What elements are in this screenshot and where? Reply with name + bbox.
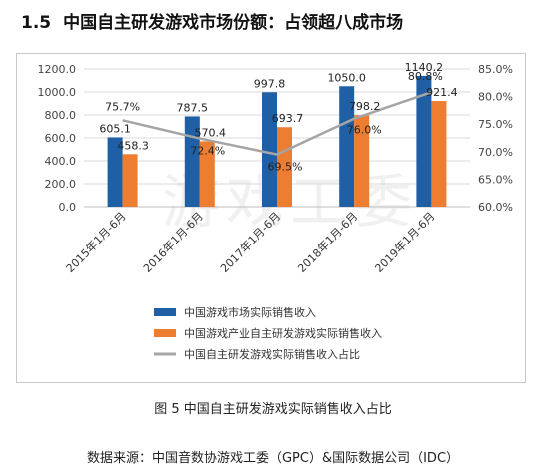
bar-total-value-label: 605.1: [99, 122, 131, 135]
legend-swatch: [154, 308, 176, 316]
bars: [107, 75, 447, 207]
bar-domestic-revenue: [199, 141, 215, 207]
y-left-tick-label: 400.0: [45, 155, 77, 168]
legend-label: 中国游戏产业自主研发游戏实际销售收入: [184, 326, 382, 340]
section-title: 中国自主研发游戏市场份额：占领超八成市场: [63, 13, 404, 33]
y-right-tick-label: 65.0%: [478, 173, 513, 186]
bar-domestic-value-label: 570.4: [195, 126, 227, 139]
ratio-value-label: 72.4%: [190, 145, 225, 158]
legend-label: 中国自主研发游戏实际销售收入占比: [184, 347, 360, 361]
bar-domestic-value-label: 921.4: [426, 86, 458, 99]
bar-total-revenue: [339, 86, 355, 207]
y-right-tick-label: 70.0%: [478, 146, 513, 159]
bar-total-revenue: [184, 116, 200, 207]
data-labels: 605.1 458.3 787.5 570.4 997.8 693.7 1050.0 798.…: [99, 61, 457, 174]
bar-total-revenue: [107, 137, 123, 207]
y-right-tick-label: 85.0%: [478, 63, 513, 76]
y-right-tick-label: 80.0%: [478, 91, 513, 104]
bar-domestic-revenue: [431, 101, 447, 207]
legend-label: 中国游戏市场实际销售收入: [184, 305, 316, 319]
ratio-value-label: 75.7%: [105, 100, 140, 113]
y-left-tick-label: 200.0: [45, 178, 77, 191]
bar-domestic-value-label: 458.3: [117, 139, 149, 152]
y-left-tick-label: 1200.0: [38, 63, 77, 76]
ratio-value-label: 80.8%: [408, 70, 443, 83]
y-left-tick-label: 1000.0: [38, 86, 77, 99]
y-right-tick-label: 60.0%: [478, 201, 513, 214]
legend: 中国游戏市场实际销售收入中国游戏产业自主研发游戏实际销售收入中国自主研发游戏实际…: [154, 305, 382, 361]
bar-domestic-revenue: [354, 115, 370, 207]
figure-caption: 图 5 中国自主研发游戏实际销售收入占比: [154, 402, 392, 417]
ratio-line: [122, 91, 432, 156]
y-left-tick-label: 0.0: [59, 201, 77, 214]
bar-total-value-label: 1140.2: [405, 61, 444, 74]
y-right-tick-label: 75.0%: [478, 118, 513, 131]
source-note: 数据来源：中国音数协游戏工委（GPC）&国际数据公司（IDC）: [86, 451, 460, 466]
bar-total-revenue: [416, 75, 432, 207]
ratio-value-label: 76.0%: [347, 124, 382, 137]
section-heading: 1.5 中国自主研发游戏市场份额：占领超八成市场: [21, 8, 403, 33]
ratio-line-path: [122, 91, 432, 156]
bar-total-value-label: 1050.0: [327, 71, 366, 84]
y-left-tick-label: 600.0: [45, 132, 77, 145]
bar-domestic-revenue: [122, 154, 138, 207]
x-tick-label: 2015年1月-6月: [63, 209, 129, 275]
section-number: 1.5: [21, 13, 52, 33]
bar-domestic-revenue: [277, 127, 292, 207]
bar-total-value-label: 787.5: [177, 101, 209, 114]
bar-total-value-label: 997.8: [254, 77, 286, 90]
bar-domestic-value-label: 798.2: [349, 100, 381, 113]
y-left-tick-label: 800.0: [45, 109, 77, 122]
legend-swatch: [154, 329, 176, 337]
bar-domestic-value-label: 693.7: [272, 112, 304, 125]
ratio-value-label: 69.5%: [268, 161, 303, 174]
bar-total-revenue: [262, 92, 277, 207]
